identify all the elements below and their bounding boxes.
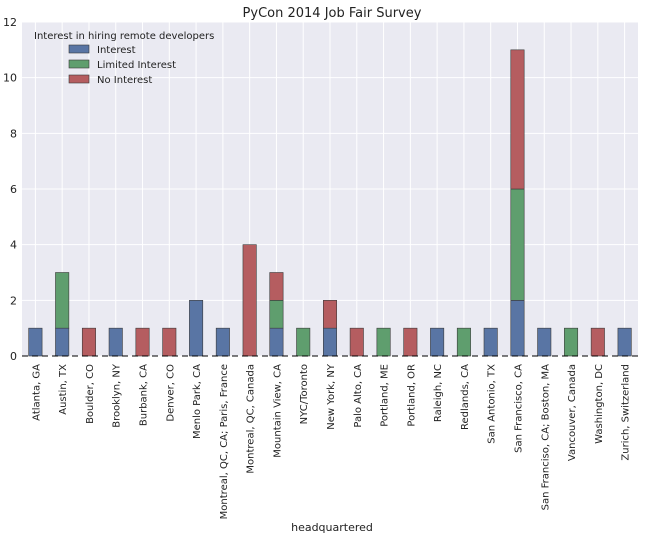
x-tick-label: Mountain View, CA — [272, 364, 283, 458]
x-tick-label: Montreal, QC, CA; Paris, France — [219, 364, 230, 519]
x-tick-label: San Francisco, CA — [513, 364, 524, 453]
x-tick-label: Redlands, CA — [460, 364, 471, 430]
bar-interest — [28, 327, 43, 357]
bar-interest — [55, 327, 70, 357]
x-tick-label: Portland, OR — [406, 364, 417, 427]
y-tick-label: 10 — [3, 72, 17, 85]
bar-interest — [430, 327, 445, 357]
y-tick-label: 6 — [10, 183, 17, 196]
legend-label-interest: Interest — [97, 45, 136, 56]
x-tick-label: Brooklyn, NY — [112, 363, 123, 428]
x-tick-label: New York, NY — [326, 363, 337, 430]
x-tick-label: Denver, CO — [165, 364, 176, 422]
bar-limited-interest — [296, 327, 311, 357]
axes: 0 2 4 6 8 10 12 Atlanta, GA Austin, TX Boulder, C… — [3, 16, 638, 519]
bar-limited-interest — [376, 327, 391, 357]
y-tick-label: 0 — [10, 350, 17, 363]
bar-series — [28, 49, 632, 357]
x-tick-label: Palo Alto, CA — [353, 364, 364, 428]
x-tick-label: Menlo Park, CA — [192, 364, 203, 439]
bar-interest — [537, 327, 552, 357]
bar-no-interest — [135, 327, 150, 357]
bar-limited-interest — [456, 327, 471, 357]
x-tick-label: San Franciso, CA; Boston, MA — [540, 364, 551, 510]
bar-no-interest — [269, 272, 284, 301]
bar-no-interest — [81, 327, 96, 357]
bar-interest — [215, 327, 230, 357]
bar-interest — [108, 327, 123, 357]
bar-limited-interest — [564, 327, 579, 357]
x-tick-label: Raleigh, NC — [433, 364, 444, 422]
bar-no-interest — [510, 49, 525, 190]
bar-interest — [617, 327, 632, 357]
y-tick-label: 4 — [10, 239, 17, 252]
bar-limited-interest — [510, 188, 525, 301]
x-tick-label: Boulder, CO — [85, 364, 96, 424]
bar-limited-interest — [55, 272, 70, 329]
x-tick-label: Vancouver, Canada — [567, 364, 578, 461]
x-tick-label: Austin, TX — [58, 364, 69, 415]
x-axis-label: headquartered — [291, 521, 373, 534]
x-tick-label: Burbank, CA — [139, 364, 150, 426]
legend-title: Interest in hiring remote developers — [34, 31, 214, 42]
x-tick-label: Portland, ME — [380, 364, 391, 427]
x-tick-label: Washington, DC — [594, 364, 605, 444]
y-tick-label: 12 — [3, 16, 17, 29]
legend-label-no-interest: No Interest — [97, 75, 152, 86]
x-tick-label: NYC/Toronto — [299, 364, 310, 424]
chart-title: PyCon 2014 Job Fair Survey — [243, 6, 422, 21]
legend-swatch-limited-interest — [68, 59, 90, 69]
bar-interest — [483, 327, 498, 357]
legend-label-limited-interest: Limited Interest — [97, 60, 176, 71]
legend: Interest in hiring remote developers Int… — [34, 31, 214, 86]
y-tick-label: 8 — [10, 127, 17, 140]
x-tick-label: Atlanta, GA — [31, 364, 42, 421]
bar-interest — [189, 300, 204, 357]
bar-interest — [269, 327, 284, 357]
bar-limited-interest — [269, 300, 284, 329]
bar-no-interest — [242, 244, 257, 357]
y-tick-label: 2 — [10, 294, 17, 307]
bar-no-interest — [162, 327, 177, 357]
x-tick-label: Zurich, Switzerland — [621, 364, 632, 461]
bar-interest — [510, 300, 525, 357]
legend-swatch-interest — [68, 44, 90, 54]
bar-no-interest — [590, 327, 605, 357]
bar-no-interest — [349, 327, 364, 357]
legend-swatch-no-interest — [68, 74, 90, 84]
x-tick-label: Montreal, QC, Canada — [246, 364, 257, 474]
bar-no-interest — [323, 300, 337, 329]
bar-no-interest — [403, 327, 418, 357]
x-tick-label: San Antonio, TX — [487, 364, 498, 444]
bar-interest — [323, 327, 337, 357]
